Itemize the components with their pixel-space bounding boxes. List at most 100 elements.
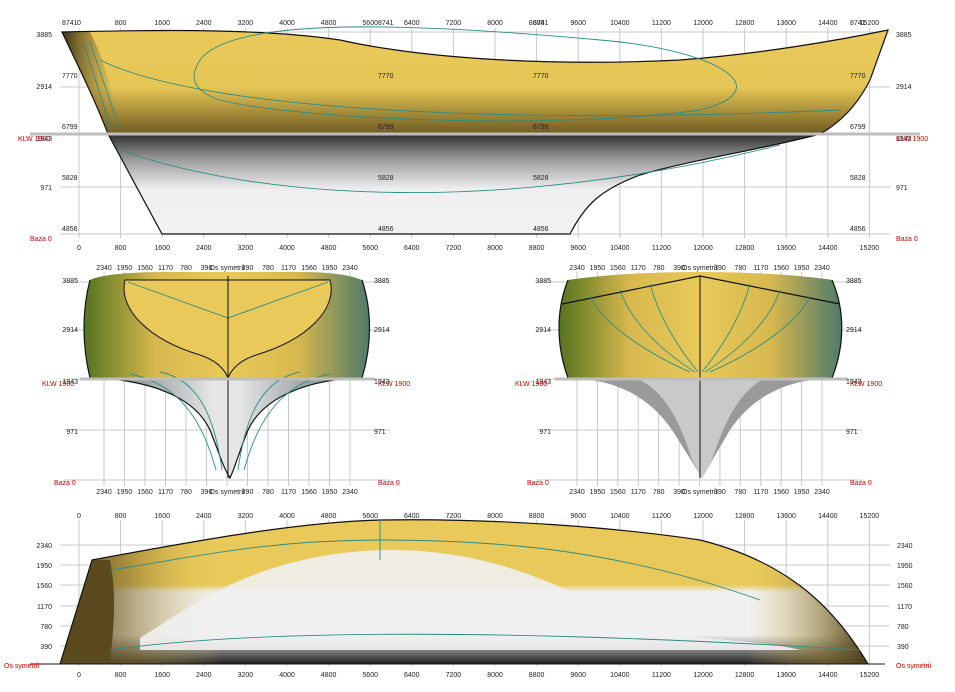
section_right-top-tick: 2340 — [569, 265, 585, 272]
plan-x-tick-bottom: 8000 — [487, 672, 503, 679]
profile-level-label: 4856 — [533, 226, 549, 233]
section-right-klw-left: KLW 1900 — [515, 381, 547, 388]
plan-x-tick-top: 11200 — [652, 513, 671, 520]
section-right-y-left: 3885 2914 1943 971 — [535, 278, 551, 436]
section_left-bottom-tick: 390 — [242, 489, 254, 496]
profile-x-tick-top: 8800 — [529, 20, 545, 27]
profile-x-tick-top: 12800 — [735, 20, 755, 27]
section_right-bottom-tick: 390 — [673, 489, 685, 496]
profile-y-tick-left: 3885 — [36, 32, 52, 39]
section_left-y-tick-right: 2914 — [374, 327, 390, 334]
plan-x-tick-top: 9600 — [570, 513, 586, 520]
plan-bow-block — [60, 560, 115, 664]
plan-x-tick-bottom: 15200 — [860, 672, 880, 679]
profile-x-tick-top: 4000 — [279, 20, 295, 27]
plan-x-tick-bottom: 2400 — [196, 672, 212, 679]
profile-level-label: 4856 — [850, 226, 866, 233]
section_left-bottom-tick: 1950 — [117, 489, 133, 496]
plan-x-tick-bottom: 5600 — [362, 672, 378, 679]
section_left-top-tick: 1950 — [117, 265, 133, 272]
profile-x-tick-top: 7200 — [446, 20, 462, 27]
section-right-contours — [589, 283, 811, 373]
section_right-bottom-tick: 1950 — [794, 489, 810, 496]
section-left-hull-below — [100, 378, 352, 478]
section-right-hull-below-light — [640, 380, 762, 478]
plan-x-tick-top: 12800 — [735, 513, 755, 520]
profile-x-tick-bottom: 4800 — [321, 245, 337, 252]
section_left-top-tick: 390 — [201, 265, 213, 272]
profile-klw-left: KLW 1900 — [18, 136, 50, 143]
profile-contour-4 — [83, 41, 121, 133]
section_right-y-tick-right: 1943 — [846, 379, 862, 386]
plan-y-axis-left: 2340 1950 1560 1170 780 390 — [36, 543, 52, 651]
profile-x-tick-bottom: 7200 — [446, 245, 462, 252]
plan-axis-label-left: Os symetrii — [4, 663, 39, 670]
plan-x-tick-bottom: 12800 — [735, 672, 755, 679]
section_left-y-tick-right: 1943 — [374, 379, 390, 386]
section_left-bottom-tick: 1560 — [301, 489, 317, 496]
plan-x-tick-bottom: 3200 — [238, 672, 254, 679]
profile-x-tick-bottom: 8800 — [529, 245, 545, 252]
section_right-bottom-tick: 780 — [653, 489, 665, 496]
section_right-bottom-tick: 1950 — [590, 489, 606, 496]
plan-x-tick-top: 8000 — [487, 513, 503, 520]
section_right-top-tick: Os symetrii — [682, 265, 717, 272]
section_left-top-tick: 1170 — [281, 265, 296, 272]
profile-level-label: 8741 — [533, 20, 549, 27]
plan-y-tick-right: 1950 — [897, 563, 913, 570]
profile-x-tick-bottom: 8000 — [487, 245, 503, 252]
profile-x-tick-bottom: 800 — [115, 245, 127, 252]
section_right-y-tick-right: 3885 — [846, 278, 862, 285]
section_right-y-tick-right: 2914 — [846, 327, 862, 334]
profile-x-tick-bottom: 12000 — [693, 245, 713, 252]
plan-x-tick-top: 0 — [77, 513, 81, 520]
profile-x-tick-top: 3200 — [238, 20, 254, 27]
section_left-top-tick: 1560 — [301, 265, 317, 272]
plan-x-axis-top: 0 800 1600 2400 3200 4000 4800 5600 6400 7200 8000… — [77, 513, 879, 520]
profile-x-tick-bottom: 10400 — [610, 245, 630, 252]
profile-level-label: 6799 — [62, 124, 78, 131]
plan-x-tick-bottom: 0 — [77, 672, 81, 679]
section_left-bottom-tick: 1170 — [158, 489, 173, 496]
plan-x-tick-bottom: 10400 — [610, 672, 630, 679]
section-right-baza-right: Baza 0 — [850, 480, 872, 487]
profile-x-tick-top: 6400 — [404, 20, 420, 27]
section_right-bottom-tick: 1170 — [753, 489, 768, 496]
profile-y-tick-right: 1943 — [896, 136, 912, 143]
section_left-y-tick-left: 971 — [66, 429, 78, 436]
section_right-top-tick: 390 — [714, 265, 726, 272]
profile-y-tick-left: 2914 — [36, 84, 52, 91]
section_left-bottom-tick: 1950 — [322, 489, 338, 496]
plan-x-tick-top: 1600 — [154, 513, 170, 520]
profile-baza-right: Baza 0 — [896, 236, 918, 243]
profile-x-tick-top: 0 — [77, 20, 81, 27]
profile-level-label: 8741 — [378, 20, 394, 27]
section-right-klw-right: KLW 1900 — [850, 381, 882, 388]
profile-y-tick-left: 971 — [40, 185, 52, 192]
section_left-top-tick: 1560 — [137, 265, 153, 272]
section_right-y-tick-right: 971 — [846, 429, 858, 436]
profile-level-label: 4856 — [62, 226, 78, 233]
section_right-y-tick-left: 3885 — [535, 278, 551, 285]
section_left-y-tick-left: 1943 — [62, 379, 78, 386]
section_right-top-tick: 1950 — [794, 265, 810, 272]
section-left-klw-left: KLW 1900 — [42, 381, 74, 388]
plan-x-tick-bottom: 4000 — [279, 672, 295, 679]
plan-axis-label-right: Os symetrii — [896, 663, 931, 670]
section_right-top-tick: 1170 — [631, 265, 646, 272]
plan-y-tick-right: 2340 — [897, 543, 913, 550]
plan-x-tick-bottom: 11200 — [652, 672, 671, 679]
plan-y-tick-left: 1560 — [36, 583, 52, 590]
profile-outline — [61, 29, 889, 235]
plan-x-tick-bottom: 1600 — [154, 672, 170, 679]
plan-x-tick-top: 6400 — [404, 513, 420, 520]
section_right-bottom-tick: 780 — [734, 489, 746, 496]
profile-x-tick-top: 8000 — [487, 20, 503, 27]
plan-x-tick-top: 4800 — [321, 513, 337, 520]
plan-x-tick-top: 10400 — [610, 513, 630, 520]
